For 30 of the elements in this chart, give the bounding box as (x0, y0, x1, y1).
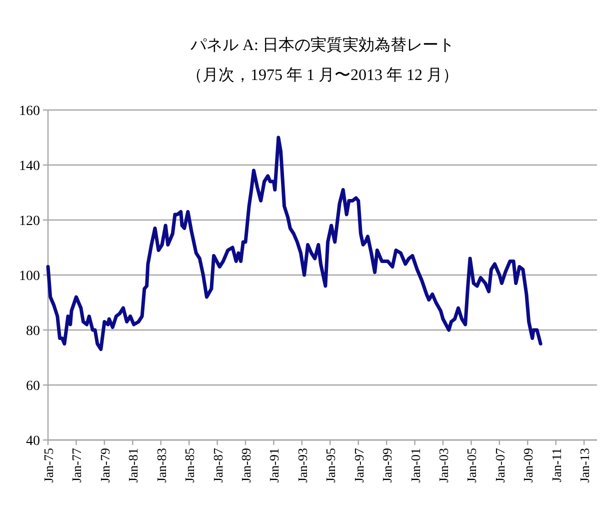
x-tick-label: Jan-89 (238, 448, 254, 483)
y-tick-label: 60 (26, 379, 40, 394)
y-tick-label: 140 (19, 159, 40, 174)
x-tick-label: Jan-79 (97, 448, 112, 483)
y-tick-label: 120 (19, 214, 40, 229)
chart-title: パネル A: 日本の実質実効為替レート (190, 36, 454, 54)
x-tick-label: Jan-91 (266, 448, 282, 483)
x-tick-label: Jan-09 (520, 448, 536, 483)
chart-subtitle: （月次，1975 年 1 月〜2013 年 12 月） (186, 67, 458, 84)
x-tick-label: Jan-99 (380, 448, 395, 483)
x-tick-label: Jan-81 (126, 448, 141, 483)
x-tick-label: Jan-75 (41, 448, 56, 483)
x-tick-label: Jan-11 (548, 448, 564, 482)
x-tick-label: Jan-87 (210, 448, 226, 483)
line-series (46, 136, 542, 351)
y-tick-label: 40 (26, 434, 40, 449)
x-tick-label: Jan-95 (323, 448, 338, 483)
x-tick-label: Jan-13 (577, 448, 592, 483)
x-tick-label: Jan-83 (154, 448, 169, 483)
x-tick-label: Jan-85 (182, 448, 198, 483)
y-tick-label: 160 (19, 104, 40, 119)
x-tick-label: Jan-03 (436, 448, 451, 483)
y-tick-label: 100 (19, 269, 40, 284)
y-tick-label: 80 (26, 324, 40, 339)
x-tick-label: Jan-01 (408, 448, 423, 483)
x-tick-label: Jan-77 (69, 448, 84, 483)
x-tick-label: Jan-05 (464, 448, 480, 483)
x-tick-label: Jan-07 (492, 448, 508, 483)
x-tick-label: Jan-93 (294, 448, 310, 483)
x-tick-label: Jan-97 (351, 448, 366, 483)
